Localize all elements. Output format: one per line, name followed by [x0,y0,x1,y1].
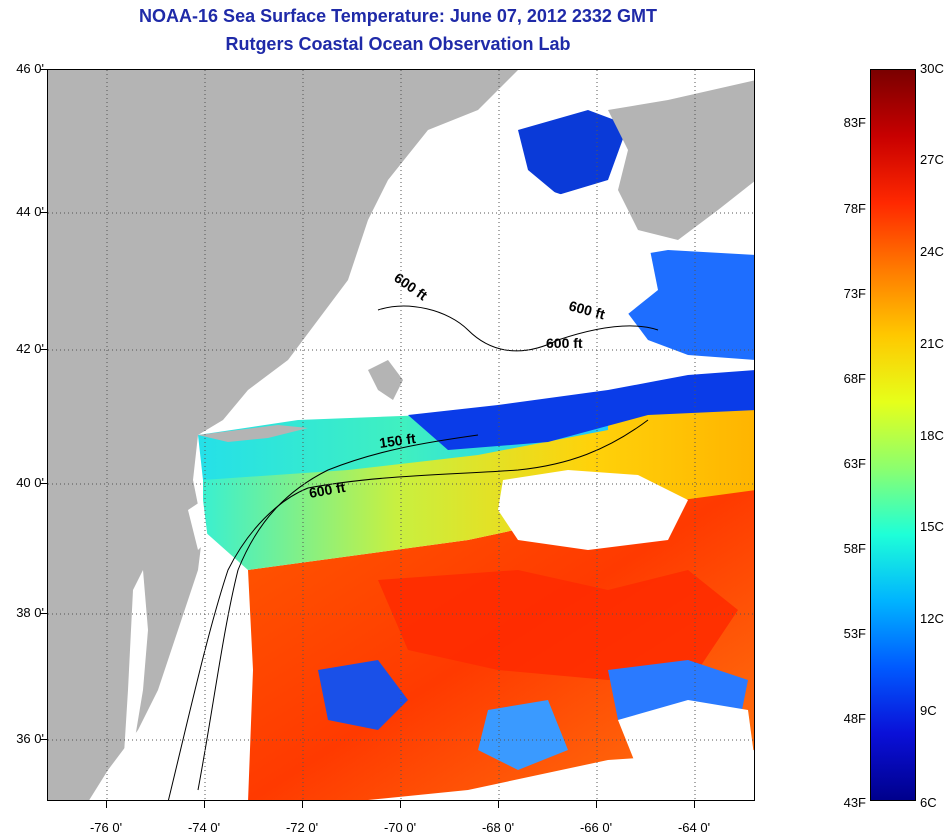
cold-band-south-new-england [408,370,754,450]
contour-label-4: 150 ft [378,430,417,451]
contour-label-5: 600 ft [308,479,347,501]
longitude-label: -66 0' [579,820,613,835]
colorbar-fahrenheit-label: 78F [843,201,866,216]
chesapeake-bay [123,570,148,770]
cloud-offshore [498,470,688,550]
colorbar-celsius-label: 21C [920,336,944,351]
colorbar-celsius-label: 18C [920,428,944,443]
lat-tick [40,69,47,70]
land-nova-scotia [608,80,754,240]
colorbar-fahrenheit-label: 73F [843,286,866,301]
contour-600ft-south [167,419,649,800]
longitude-label: -70 0' [383,820,417,835]
lon-tick [106,801,107,808]
colorbar-celsius-label: 6C [920,795,937,810]
colorbar-fahrenheit-label: 68F [843,371,866,386]
lon-tick [204,801,205,808]
cold-patch-south-3 [478,700,568,770]
latitude-label: 46 0' [16,61,44,76]
lon-tick [498,801,499,808]
cloud-southeast [618,700,754,790]
lat-tick [40,349,47,350]
lon-tick [400,801,401,808]
longitude-label: -72 0' [285,820,319,835]
latitude-label: 40 0' [16,475,44,490]
delaware-bay [188,500,208,550]
latitude-label: 36 0' [16,731,44,746]
lat-tick [40,613,47,614]
cold-patch-bay-of-fundy [518,110,628,195]
temperature-colorbar [870,69,916,801]
longitude-label: -64 0' [677,820,711,835]
deep-red-patch [378,570,738,680]
colorbar-fahrenheit-label: 58F [843,541,866,556]
lon-tick [596,801,597,808]
lat-tick [40,739,47,740]
colorbar-fahrenheit-label: 63F [843,456,866,471]
sst-map-canvas: 600 ft 600 ft 600 ft 150 ft 600 ft [48,70,754,800]
colorbar-celsius-label: 24C [920,244,944,259]
longitude-label: -68 0' [481,820,515,835]
colorbar-celsius-label: 9C [920,703,937,718]
colorbar-celsius-label: 27C [920,152,944,167]
longitude-label: -76 0' [89,820,123,835]
latitude-label: 42 0' [16,341,44,356]
sst-map[interactable]: 600 ft 600 ft 600 ft 150 ft 600 ft [47,69,755,801]
land-northeast-us [48,70,518,800]
colorbar-fahrenheit-label: 53F [843,626,866,641]
contour-150ft [197,434,479,791]
lon-tick [694,801,695,808]
latitude-label: 44 0' [16,204,44,219]
latitude-label: 38 0' [16,605,44,620]
lon-tick [302,801,303,808]
lat-tick [40,483,47,484]
cold-patch-south-1 [318,660,408,730]
contour-label-3: 600 ft [546,335,583,351]
colorbar-fahrenheit-label: 83F [843,115,866,130]
contour-600ft-gulf-of-maine [377,305,659,352]
map-subtitle: Rutgers Coastal Ocean Observation Lab [225,34,571,54]
colorbar-fahrenheit-label: 48F [843,711,866,726]
colorbar-fahrenheit-label: 43F [843,795,866,810]
land-cape-cod [368,360,403,400]
colorbar-celsius-label: 15C [920,519,944,534]
map-title: NOAA-16 Sea Surface Temperature: June 07… [139,6,657,26]
longitude-label: -74 0' [187,820,221,835]
land-long-island [198,425,308,442]
lat-tick [40,212,47,213]
colorbar-celsius-label: 12C [920,611,944,626]
cloud-gulf-of-maine [348,190,658,390]
colorbar-celsius-label: 30C [920,61,944,76]
